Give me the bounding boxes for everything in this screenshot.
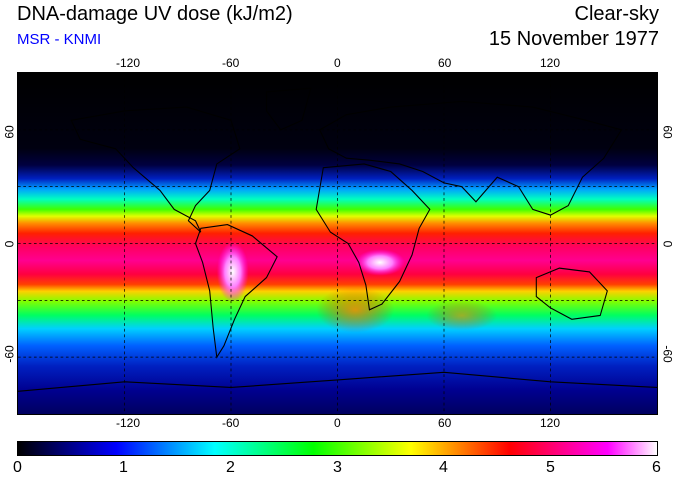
lon-label-top-2: 0 — [334, 56, 341, 70]
lon-label-bottom-0: -120 — [116, 416, 141, 430]
south-america-coast — [194, 223, 278, 359]
lon-label-bottom-4: 120 — [540, 416, 561, 430]
colorbar-label-4: 4 — [439, 459, 448, 476]
colorbar — [17, 441, 658, 456]
colorbar-label-3: 3 — [333, 459, 342, 476]
uv-dose-map — [17, 72, 658, 415]
sky-condition: Clear-sky — [574, 3, 659, 25]
lat-label-left-1: 0 — [2, 240, 17, 248]
lon-label-bottom-3: 60 — [438, 416, 452, 430]
lon-label-top-1: -60 — [222, 56, 240, 70]
eurasia-coast — [319, 100, 623, 216]
colorbar-label-1: 1 — [119, 459, 128, 476]
africa-hotspot — [355, 249, 405, 276]
lon-label-top-0: -120 — [116, 56, 141, 70]
lon-label-bottom-1: -60 — [222, 416, 240, 430]
south-pacific-warm — [426, 300, 498, 331]
south-atlantic-warm — [316, 287, 395, 333]
colorbar-label-0: 0 — [13, 459, 22, 476]
lon-label-top-3: 60 — [438, 56, 452, 70]
map-date: 15 November 1977 — [488, 28, 659, 50]
source-label: MSR - KNMI — [17, 31, 102, 48]
lon-label-top-4: 120 — [540, 56, 561, 70]
colorbar-label-2: 2 — [226, 459, 235, 476]
graticule — [18, 73, 657, 414]
lon-label-bottom-2: 0 — [334, 416, 341, 430]
africa-coast — [315, 163, 431, 311]
greenland-coast — [265, 87, 312, 131]
andes-hotspot — [216, 241, 249, 303]
lat-label-right-1: 0 — [660, 240, 675, 248]
colorbar-label-5: 5 — [546, 459, 555, 476]
lat-label-left-2: -60 — [2, 345, 17, 363]
colorbar-label-6: 6 — [652, 459, 661, 476]
lat-label-right-0: 60 — [660, 125, 675, 139]
map-title: DNA-damage UV dose (kJ/m2) — [17, 3, 293, 25]
lat-label-right-2: -60 — [660, 345, 675, 363]
north-america-coast — [70, 106, 241, 233]
lat-label-left-0: 60 — [2, 125, 17, 139]
